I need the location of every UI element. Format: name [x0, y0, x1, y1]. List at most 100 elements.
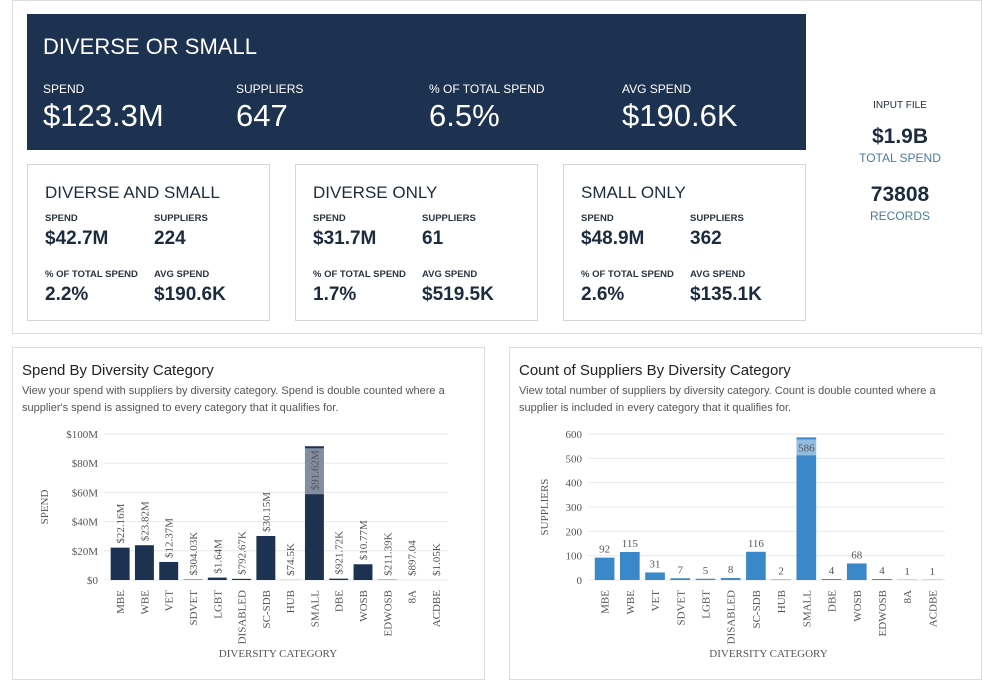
- bar: [304, 446, 324, 580]
- metric-value: $31.7M: [313, 228, 377, 249]
- records: 73808: [870, 183, 930, 206]
- bar: [594, 557, 615, 580]
- x-tick-label: SC-SDB: [261, 590, 273, 629]
- value-label: $304.03K: [188, 532, 200, 576]
- value-label: 2: [778, 566, 784, 578]
- x-axis-label: DIVERSITY CATEGORY: [219, 648, 338, 660]
- metric-value: $42.7M: [45, 228, 109, 249]
- total-spend-label: TOTAL SPEND: [859, 151, 941, 165]
- y-tick-label: 400: [566, 478, 583, 490]
- y-tick-label: $20M: [72, 546, 99, 558]
- metric-label: SUPPLIERS: [422, 213, 476, 224]
- metric-value: 224: [154, 228, 186, 249]
- chart-panel: Spend By Diversity Category View your sp…: [12, 347, 485, 680]
- value-label: $921.72K: [334, 531, 346, 575]
- x-tick-label: SMALL: [801, 590, 813, 628]
- bar: [134, 545, 154, 580]
- x-tick-label: HUB: [285, 590, 297, 613]
- metric-label: AVG SPEND: [622, 82, 692, 96]
- metric-label: % OF TOTAL SPEND: [429, 82, 545, 96]
- value-label: $1.64M: [212, 539, 224, 574]
- x-tick-label: DISABLED: [726, 590, 738, 644]
- value-label: 4: [829, 565, 835, 577]
- value-label: 116: [748, 538, 765, 550]
- metric-label: SUPPLIERS: [154, 213, 208, 224]
- chart-subtitle: View your spend with suppliers by divers…: [22, 385, 445, 414]
- value-label: 1: [904, 566, 910, 578]
- metric-value: 647: [236, 98, 288, 133]
- metric-label: SPEND: [313, 213, 346, 224]
- value-label: 4: [879, 565, 885, 577]
- value-label: 31: [650, 558, 661, 570]
- summary-title: DIVERSE OR SMALL: [43, 34, 257, 59]
- y-tick-label: 0: [577, 575, 583, 587]
- metric-value: $135.1K: [690, 284, 762, 305]
- x-tick-label: LGBT: [700, 590, 712, 619]
- y-tick-label: $60M: [72, 487, 99, 499]
- bar: [256, 535, 276, 580]
- x-tick-label: 8A: [902, 590, 914, 604]
- x-tick-label: ACDBE: [431, 590, 443, 628]
- records-label: RECORDS: [869, 209, 930, 223]
- metric-label: SPEND: [45, 213, 78, 224]
- x-tick-label: VET: [164, 590, 176, 612]
- y-tick-label: $100M: [66, 429, 98, 441]
- input-file: INPUT FILE $1.9B TOTAL SPEND 73808 RECOR…: [820, 100, 980, 223]
- metric-label: SUPPLIERS: [690, 213, 744, 224]
- metric-value: 6.5%: [429, 98, 500, 133]
- x-tick-label: WBE: [139, 590, 151, 615]
- chart-title: Spend By Diversity Category: [22, 362, 214, 379]
- value-label: $30.15M: [261, 492, 273, 532]
- value-label: $23.82M: [139, 501, 151, 541]
- bar: [232, 578, 252, 580]
- metric-value: $190.6K: [622, 98, 738, 133]
- value-label: $74.5K: [285, 543, 297, 576]
- metric-label: % OF TOTAL SPEND: [581, 269, 674, 280]
- y-axis-label: SUPPLIERS: [539, 479, 551, 536]
- y-tick-label: 300: [566, 502, 583, 514]
- metric-value: $123.3M: [43, 98, 164, 133]
- bar: [746, 551, 766, 580]
- metric-value: $190.6K: [154, 284, 226, 305]
- bar: [846, 563, 867, 580]
- metric-value: 1.7%: [313, 284, 357, 305]
- metric-label: % OF TOTAL SPEND: [313, 269, 406, 280]
- metric-label: SUPPLIERS: [236, 82, 304, 96]
- metric-label: AVG SPEND: [154, 269, 210, 280]
- bar: [207, 577, 227, 580]
- x-tick-label: SDVET: [675, 590, 687, 626]
- x-tick-label: WOSB: [358, 590, 370, 622]
- value-label: $897.04: [407, 540, 419, 576]
- value-label: 7: [678, 564, 684, 576]
- y-tick-label: 500: [566, 453, 583, 465]
- value-label: $91.62M: [309, 450, 321, 490]
- metric-value: 2.6%: [581, 284, 625, 305]
- bar: [821, 579, 842, 580]
- input-file-title: INPUT FILE: [873, 100, 927, 111]
- bar: [353, 564, 373, 580]
- bar: [720, 578, 741, 580]
- metric-label: % OF TOTAL SPEND: [45, 269, 138, 280]
- value-label: 68: [851, 549, 863, 561]
- x-tick-label: DBE: [827, 590, 839, 612]
- bar: [110, 547, 130, 580]
- value-label: $22.16M: [115, 503, 127, 543]
- bar: [619, 552, 640, 580]
- x-tick-label: SC-SDB: [751, 590, 763, 629]
- x-tick-label: WBE: [625, 590, 637, 615]
- x-tick-label: MBE: [115, 590, 127, 614]
- metric-label: SPEND: [581, 213, 614, 224]
- value-label: $10.77M: [358, 520, 370, 560]
- value-label: 1: [930, 566, 936, 578]
- x-tick-label: VET: [650, 590, 662, 612]
- y-tick-label: $80M: [72, 458, 99, 470]
- x-tick-label: MBE: [600, 590, 612, 614]
- bar: [695, 578, 716, 580]
- bar: [329, 578, 349, 580]
- card-title: DIVERSE AND SMALL: [45, 183, 220, 202]
- card: SMALL ONLY SPEND $48.9M SUPPLIERS 362 % OF TO…: [563, 164, 806, 321]
- card-title: SMALL ONLY: [581, 183, 686, 202]
- y-tick-label: $40M: [72, 517, 99, 529]
